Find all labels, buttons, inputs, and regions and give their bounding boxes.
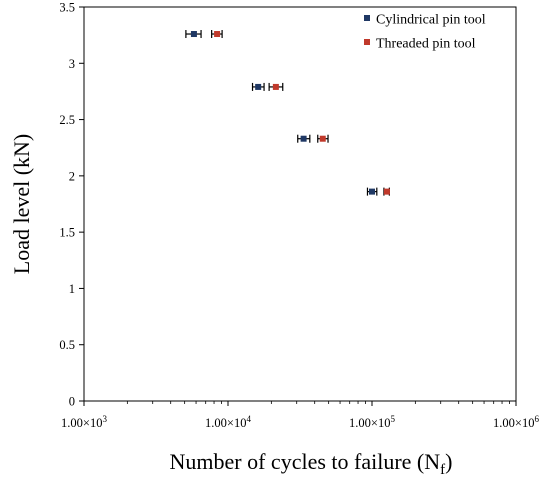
data-point-threaded <box>319 135 326 142</box>
x-axis-title: Number of cycles to failure (Nf) <box>170 449 453 478</box>
plot-area <box>83 6 517 402</box>
y-tick-label: 3.5 <box>59 1 75 15</box>
x-tick-label-mantissa: 1.00×10 <box>493 416 534 430</box>
legend: Cylindrical pin tool Threaded pin tool <box>364 13 486 52</box>
x-tick-label-exponent: 3 <box>102 414 107 424</box>
y-tick-label: 2.5 <box>59 113 75 127</box>
x-tick-label-exponent: 4 <box>246 414 251 424</box>
data-point-threaded <box>383 188 390 195</box>
x-tick-label: 1.00×105 <box>349 414 395 430</box>
x-tick-label-mantissa: 1.00×10 <box>61 416 102 430</box>
y-axis-ticks: 0 0.5 1 1.5 2 2.5 3 3.5 <box>59 1 84 409</box>
plot-border <box>83 6 517 402</box>
x-tick-label-mantissa: 1.00×10 <box>205 416 246 430</box>
x-tick-label-mantissa: 1.00×10 <box>349 416 390 430</box>
x-axis-title-subscript: f <box>440 462 445 478</box>
y-axis-title: Load level (kN) <box>9 134 34 275</box>
y-tick-label: 2 <box>69 169 75 183</box>
legend-label-threaded: Threaded pin tool <box>376 37 476 52</box>
x-axis-title-main: Number of cycles to failure (N <box>170 449 441 474</box>
x-axis-title-end: ) <box>445 449 452 474</box>
x-tick-label-exponent: 5 <box>390 414 395 424</box>
data-point-cylindrical <box>300 135 307 142</box>
data-point-threaded <box>214 31 221 38</box>
data-points <box>185 30 390 196</box>
data-point-cylindrical <box>190 31 197 38</box>
legend-swatch-threaded <box>364 39 370 45</box>
data-point-cylindrical <box>255 83 262 90</box>
x-tick-label: 1.00×104 <box>205 414 251 430</box>
data-point-cylindrical <box>369 188 375 195</box>
x-tick-label: 1.00×106 <box>493 414 539 430</box>
legend-swatch-cylindrical <box>364 15 370 21</box>
data-point-threaded <box>272 83 279 90</box>
x-tick-label-exponent: 6 <box>534 414 539 424</box>
x-tick-label: 1.00×103 <box>61 414 107 430</box>
x-axis-ticks: 1.00×103 1.00×104 1.00×105 1.00×106 <box>61 401 539 430</box>
y-tick-label: 0.5 <box>59 338 75 352</box>
y-tick-label: 1.5 <box>59 226 75 240</box>
legend-label-cylindrical: Cylindrical pin tool <box>376 13 486 28</box>
y-tick-label: 1 <box>69 282 75 296</box>
y-tick-label: 0 <box>69 395 75 409</box>
y-tick-label: 3 <box>69 57 75 71</box>
